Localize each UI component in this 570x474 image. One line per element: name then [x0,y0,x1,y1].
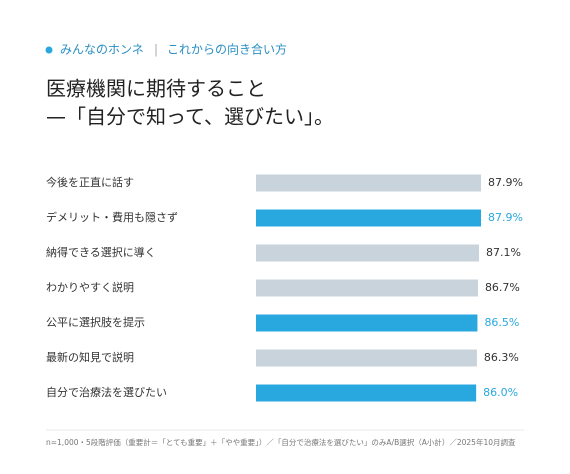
category-label: わかりやすく説明 [46,280,134,294]
category-label: 今後を正直に話す [46,175,134,189]
value-label: 86.0% [483,386,518,399]
value-label: 86.3% [484,351,519,364]
category-label: デメリット・費用も隠さず [46,210,178,224]
bar [256,209,482,227]
header-section: これからの向き合い方 [167,42,287,57]
value-label: 87.9% [488,176,523,189]
category-label: 公平に選択肢を提示 [46,315,145,329]
category-label: 納得できる選択に導く [46,245,156,259]
value-label: 86.5% [484,316,519,329]
header-tag: みんなのホンネ [60,43,144,57]
bar [256,279,478,297]
bar [256,384,477,402]
chart-title: —「自分で知って、選びたい」。 [46,105,334,129]
chart-title: 医療機関に期待すること [46,77,266,101]
category-label: 自分で治療法を選びたい [46,385,167,399]
header-dot [45,46,53,54]
bar [256,314,478,332]
bar [256,244,479,262]
category-label: 最新の知見で説明 [46,350,134,364]
bar [256,349,477,367]
header-separator: | [154,43,158,57]
value-label: 86.7% [485,281,520,294]
value-label: 87.1% [486,246,521,259]
bar [256,174,482,192]
footnote: n=1,000・5段階評価（重要計＝「とても重要」＋「やや重要」）／「自分で治療… [46,437,516,447]
value-label: 87.9% [488,211,523,224]
